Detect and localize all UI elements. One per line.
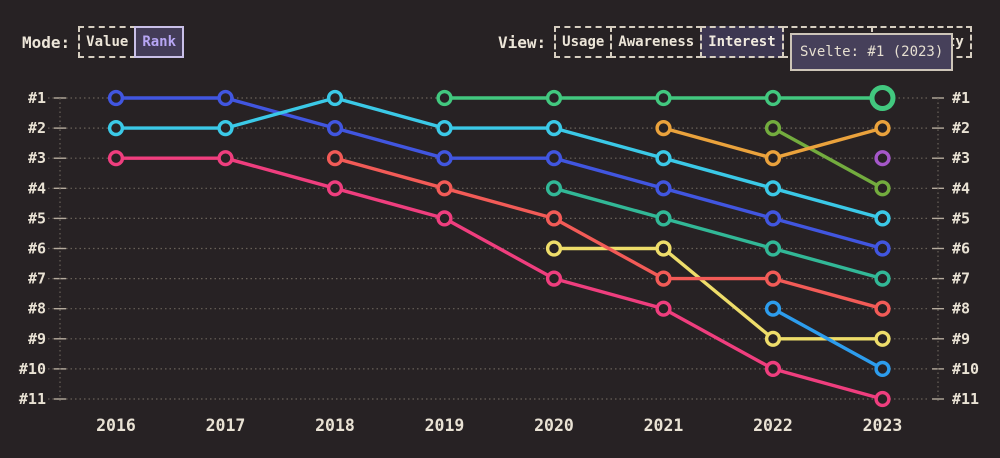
svg-text:#2: #2 <box>952 119 970 137</box>
svg-text:2021: 2021 <box>644 416 684 435</box>
svg-text:2018: 2018 <box>315 416 355 435</box>
view-label: View: <box>498 32 547 52</box>
svg-text:#10: #10 <box>19 360 46 378</box>
svg-text:2019: 2019 <box>425 416 465 435</box>
mode-rank-button[interactable]: Rank <box>134 26 185 58</box>
chart-tooltip: Svelte: #1 (2023) <box>790 33 954 71</box>
svg-text:2017: 2017 <box>206 416 246 435</box>
view-usage-button[interactable]: Usage <box>554 26 613 58</box>
svg-text:#8: #8 <box>28 300 46 318</box>
view-awareness-button[interactable]: Awareness <box>610 26 703 58</box>
svg-text:2016: 2016 <box>96 416 136 435</box>
svg-text:2023: 2023 <box>863 416 903 435</box>
svg-text:#9: #9 <box>952 330 970 348</box>
mode-label: Mode: <box>22 32 71 52</box>
mode-value-button[interactable]: Value <box>78 26 137 58</box>
svg-text:#8: #8 <box>952 300 970 318</box>
svg-text:#1: #1 <box>28 89 46 107</box>
svg-text:#7: #7 <box>28 270 46 288</box>
svg-text:#1: #1 <box>952 89 970 107</box>
svg-text:#5: #5 <box>952 209 970 227</box>
svg-text:#3: #3 <box>952 149 970 167</box>
svg-text:#10: #10 <box>952 360 979 378</box>
view-interest-button[interactable]: Interest <box>700 26 784 58</box>
svg-text:#7: #7 <box>952 270 970 288</box>
svg-text:2022: 2022 <box>753 416 793 435</box>
svg-text:#2: #2 <box>28 119 46 137</box>
svg-text:#6: #6 <box>952 240 970 258</box>
svg-text:#4: #4 <box>28 179 46 197</box>
svg-text:#11: #11 <box>19 390 46 408</box>
svg-text:2020: 2020 <box>534 416 574 435</box>
svg-text:#3: #3 <box>28 149 46 167</box>
mode-toggle-group: Mode: Value Rank <box>22 26 185 58</box>
svg-text:#4: #4 <box>952 179 970 197</box>
svg-text:#5: #5 <box>28 209 46 227</box>
svg-text:#11: #11 <box>952 390 979 408</box>
svg-text:#6: #6 <box>28 240 46 258</box>
svg-text:#9: #9 <box>28 330 46 348</box>
